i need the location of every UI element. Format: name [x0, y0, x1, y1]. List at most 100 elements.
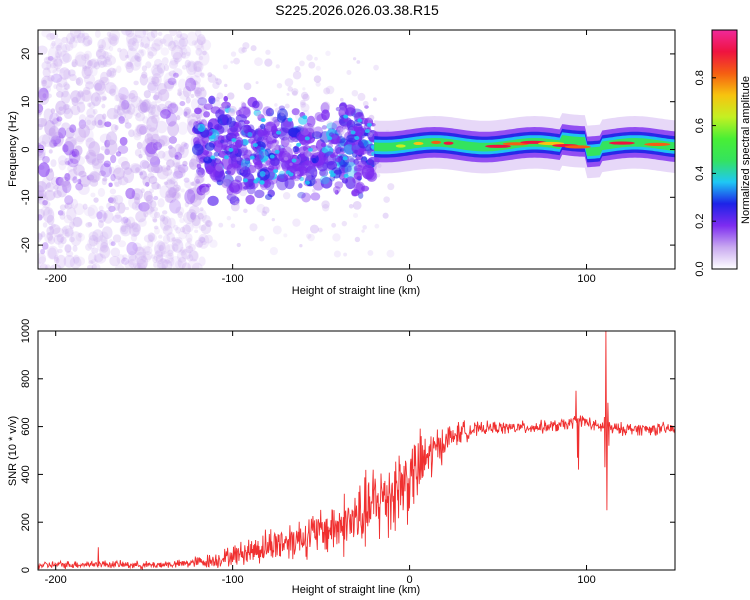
spectrogram-noise-blob	[129, 258, 136, 266]
spectrogram-noise-blob	[99, 241, 109, 253]
spectrogram-noise-blob	[64, 160, 71, 166]
spectrogram-xlabel: Height of straight line (km)	[292, 285, 420, 297]
spectrogram-cluster-blob	[316, 113, 327, 123]
spectrogram-noise-blob	[86, 174, 95, 181]
spectrogram-noise-blob	[193, 175, 204, 184]
spectrogram-noise-blob	[196, 117, 202, 122]
spectrogram-noise-blob	[70, 231, 82, 247]
spectrogram-cluster-blob	[253, 149, 265, 161]
spectrogram-xtick-label: 100	[577, 273, 595, 285]
spectrogram-sparse-blob	[220, 178, 230, 188]
spectrogram-noise-blob	[177, 211, 183, 219]
spectrogram-sparse-blob	[233, 57, 240, 65]
spectrogram-noise-blob	[184, 180, 192, 189]
spectrogram-noise-blob	[195, 48, 203, 56]
spectrogram-noise-blob	[144, 43, 150, 50]
spectrogram-noise-blob	[72, 254, 80, 264]
spectrogram-noise-blob	[177, 164, 189, 173]
colorbar: 0.0 0.2 0.4 0.6 0.8 Normalized spectral ampl…	[694, 29, 750, 277]
spectrogram-noise-blob	[149, 200, 157, 209]
spectrogram-noise-blob	[153, 91, 163, 104]
spectrogram-cluster-blob	[197, 167, 206, 178]
spectrogram-sparse-blob	[287, 86, 293, 92]
spectrogram-noise-blob	[190, 98, 200, 111]
spectrogram-core-blob	[364, 129, 370, 134]
spectrogram-noise-blob	[152, 63, 159, 69]
spectrogram-sparse-blob	[209, 239, 218, 248]
spectrogram-sparse-blob	[230, 223, 236, 229]
spectrogram-noise-blob	[114, 181, 120, 188]
spectrogram-noise-blob	[96, 153, 105, 164]
spectrogram-noise-blob	[80, 89, 92, 102]
spectrogram-noise-blob	[56, 233, 65, 243]
spectrogram-sparse-blob	[363, 169, 367, 173]
spectrogram-noise-blob	[91, 247, 99, 254]
spectrogram-noise-blob	[121, 102, 131, 114]
spectrogram-sparse-blob	[363, 150, 368, 155]
spectrogram-noise-blob	[67, 165, 74, 172]
spectrogram-noise-blob	[142, 251, 153, 261]
spectrogram-cluster-blob	[227, 135, 233, 139]
spectrogram-noise-blob	[173, 39, 179, 47]
spectrogram-noise-blob	[194, 87, 207, 100]
spectrogram-sparse-blob	[215, 163, 224, 172]
spectrogram-noise-blob	[88, 170, 100, 183]
spectrogram-sparse-blob	[294, 112, 303, 121]
spectrogram-noise-blob	[131, 201, 141, 211]
spectrogram-noise-blob	[176, 249, 188, 263]
spectrogram-noise-blob	[108, 205, 116, 212]
spectrogram-noise-blob	[71, 148, 80, 158]
spectrogram-cluster-blob	[252, 100, 260, 109]
spectrogram-noise-blob	[42, 155, 50, 164]
spectrogram-noise-blob	[130, 164, 143, 174]
spectrogram-cluster-blob	[256, 154, 262, 160]
spectrogram-noise-blob	[122, 216, 129, 224]
spectrogram-cluster-blob	[364, 105, 369, 109]
spectrogram-noise-blob	[85, 243, 92, 251]
spectrogram-noise-blob	[107, 197, 114, 204]
spectrogram-noise-blob	[141, 71, 148, 79]
spectrogram-noise-blob	[170, 177, 176, 185]
spectrogram-noise-blob	[90, 171, 101, 183]
spectrogram-noise-blob	[92, 162, 104, 173]
spectrogram-noise-blob	[190, 194, 202, 207]
spectrogram-noise-blob	[193, 61, 204, 72]
spectrogram-noise-blob	[155, 254, 164, 265]
spectrogram-noise-blob	[150, 101, 158, 109]
spectrogram-noise-blob	[166, 252, 175, 260]
spectrogram-noise-blob	[190, 80, 201, 92]
spectrogram-noise-blob	[146, 136, 155, 147]
spectrogram-cluster-blob	[358, 192, 364, 199]
spectrogram-noise-blob	[201, 240, 207, 246]
spectrogram-core-blob	[350, 130, 356, 135]
spectrogram-noise-blob	[71, 61, 77, 68]
spectrogram-noise-blob	[58, 176, 71, 187]
spectrogram-noise-blob	[136, 264, 143, 269]
spectrogram-cluster-blob	[299, 154, 308, 166]
spectrogram-noise-blob	[93, 236, 100, 245]
spectrogram-noise-blob	[191, 250, 199, 262]
spectrogram-cluster-blob	[297, 166, 308, 177]
spectrogram-noise-blob	[134, 112, 146, 122]
spectrogram-noise-blob	[78, 124, 91, 138]
spectrogram-noise-blob	[144, 181, 150, 187]
spectrogram-sparse-blob	[286, 92, 290, 96]
spectrogram-noise-blob	[184, 59, 191, 68]
spectrogram-sparse-blob	[284, 147, 290, 154]
spectrogram-sparse-blob	[215, 78, 222, 85]
spectrogram-sparse-blob	[214, 96, 220, 102]
spectrogram-noise-blob	[62, 103, 70, 111]
spectrogram-noise-blob	[198, 256, 206, 267]
spectrogram-noise-blob	[38, 87, 49, 101]
spectrogram-noise-blob	[52, 55, 63, 70]
spectrogram-sparse-blob	[299, 244, 303, 248]
spectrogram-sparse-blob	[228, 105, 237, 114]
spectrogram-sparse-blob	[382, 212, 389, 219]
spectrogram-sparse-blob	[198, 236, 206, 243]
spectrogram-noise-blob	[157, 150, 166, 159]
spectrogram-noise-blob	[166, 193, 176, 204]
spectrogram-noise-blob	[99, 231, 109, 243]
spectrogram-noise-blob	[82, 86, 91, 96]
spectrogram-noise-blob	[161, 259, 173, 269]
spectrogram-noise-blob	[138, 153, 143, 159]
